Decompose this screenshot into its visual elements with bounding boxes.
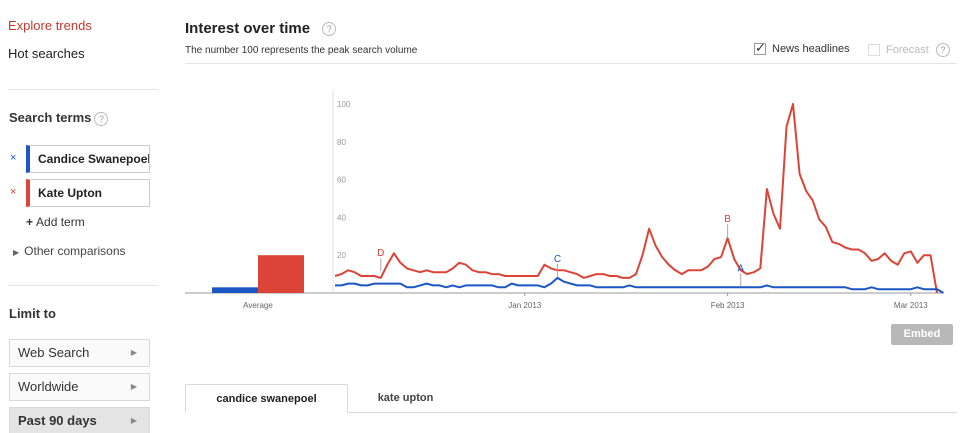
- search-terms-label: Search terms: [9, 110, 92, 125]
- title-text: Interest over time: [185, 20, 311, 37]
- y-tick-label: 80: [337, 138, 346, 147]
- arrow-right-icon: ▶: [130, 348, 137, 357]
- annotation-label: D: [377, 248, 384, 259]
- average-bar: [212, 287, 258, 293]
- interest-over-time-chart: 20 40 60 80 100 Jan 2013 Feb 2013 Mar 2013 Ave…: [185, 90, 945, 310]
- other-comparisons-toggle[interactable]: ▶ Other comparisons: [13, 244, 126, 258]
- nav-hot-searches[interactable]: Hot searches: [8, 46, 85, 61]
- x-tick-label: Jan 2013: [508, 301, 541, 310]
- sidebar-divider: [8, 285, 158, 286]
- plus-icon: +: [26, 215, 34, 229]
- tabs-divider: [185, 412, 957, 413]
- chart-subtitle: The number 100 represents the peak searc…: [185, 45, 418, 56]
- embed-button[interactable]: Embed: [891, 324, 953, 345]
- y-tick-label: 40: [337, 213, 346, 222]
- arrow-right-icon: ▶: [130, 416, 137, 425]
- chart-header-title: Interest over time ?: [185, 20, 337, 37]
- checkbox-icon: [868, 44, 880, 56]
- news-headlines-checkbox[interactable]: News headlines: [754, 40, 850, 56]
- y-tick-label: 20: [337, 251, 346, 260]
- news-headlines-label: News headlines: [772, 43, 850, 55]
- limit-label: Worldwide: [18, 379, 79, 394]
- average-label: Average: [243, 301, 273, 310]
- search-terms-title: Search terms?: [9, 110, 109, 126]
- help-icon[interactable]: ?: [94, 111, 109, 126]
- x-tick-label: Feb 2013: [711, 301, 745, 310]
- limit-label: Web Search: [18, 345, 90, 360]
- limit-region-dropdown[interactable]: Worldwide ▶: [9, 373, 150, 401]
- add-term-button[interactable]: + Add term: [26, 215, 85, 229]
- y-tick-label: 100: [337, 100, 351, 109]
- nav-explore-trends[interactable]: Explore trends: [8, 18, 92, 33]
- help-icon[interactable]: ?: [935, 43, 950, 57]
- arrow-right-icon: ▶: [130, 382, 137, 391]
- sidebar: Explore trends Hot searches Search terms…: [0, 0, 160, 433]
- forecast-label: Forecast: [886, 43, 929, 56]
- remove-term-icon[interactable]: ×: [10, 186, 17, 198]
- search-term-row: × Kate Upton: [8, 179, 160, 207]
- forecast-checkbox: Forecast ?: [868, 43, 950, 57]
- y-tick-label: 60: [337, 176, 346, 185]
- search-term-row: × Candice Swanepoel: [8, 145, 160, 173]
- limit-property-dropdown[interactable]: Web Search ▶: [9, 339, 150, 367]
- tab-kate-upton[interactable]: kate upton: [377, 392, 434, 404]
- search-term-input[interactable]: Candice Swanepoel: [26, 145, 150, 173]
- sidebar-divider: [8, 89, 158, 90]
- limit-to-title: Limit to: [9, 306, 56, 321]
- annotation-label: B: [724, 214, 731, 225]
- series-line: [334, 103, 938, 294]
- series-line: [335, 276, 945, 294]
- limit-label: Past 90 days: [18, 413, 97, 428]
- annotation-label: C: [554, 254, 561, 265]
- remove-term-icon[interactable]: ×: [10, 152, 17, 164]
- tab-candice-swanepoel[interactable]: candice swanepoel: [185, 384, 348, 413]
- triangle-right-icon: ▶: [13, 248, 20, 257]
- other-comparisons-label: Other comparisons: [24, 244, 126, 258]
- search-term-input[interactable]: Kate Upton: [26, 179, 150, 207]
- add-term-label: Add term: [36, 215, 85, 229]
- help-icon[interactable]: ?: [322, 22, 337, 37]
- average-bar: [258, 255, 304, 293]
- limit-time-dropdown[interactable]: Past 90 days ▶: [9, 407, 150, 433]
- header-divider: [185, 63, 957, 64]
- annotation-label: A: [737, 263, 744, 274]
- x-tick-label: Mar 2013: [894, 301, 928, 310]
- checkbox-checked-icon: [754, 40, 766, 56]
